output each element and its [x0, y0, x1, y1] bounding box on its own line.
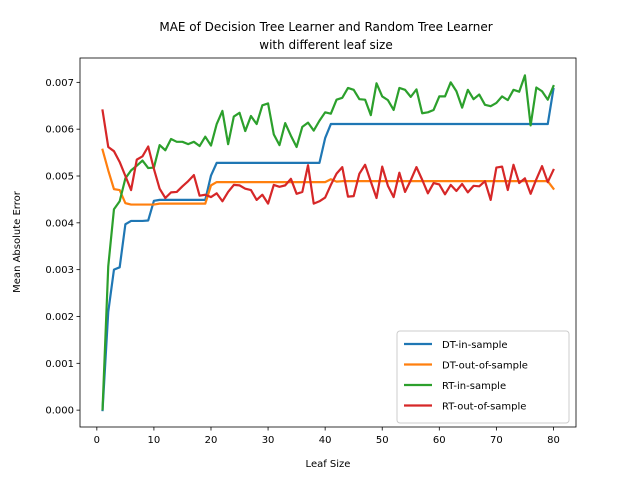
- x-tick-label: 10: [148, 435, 161, 446]
- series-layer: [101, 74, 555, 412]
- axes-layer: 0 10 20 30 40 50 60 70 80 0.000 0.001 0.002 0.003 0.0…: [45, 57, 577, 446]
- legend-label-dt-in-sample: DT-in-sample: [442, 340, 508, 351]
- y-tick-label: 0.001: [45, 359, 74, 370]
- legend-label-rt-out-of-sample: RT-out-of-sample: [442, 402, 526, 413]
- x-tick-label: 0: [94, 435, 100, 446]
- x-tick-label: 50: [376, 435, 389, 446]
- series-line-rt-in-sample: [101, 74, 555, 411]
- x-tick-label: 80: [547, 435, 560, 446]
- chart-title-line-2: with different leaf size: [259, 38, 392, 52]
- x-axis-label: Leaf Size: [306, 459, 351, 470]
- y-tick-label: 0.000: [45, 406, 74, 417]
- plot-frame: [79, 57, 577, 428]
- x-tick-label: 30: [262, 435, 275, 446]
- legend: DT-in-sample DT-out-of-sample RT-in-sample…: [396, 330, 570, 424]
- y-tick-label: 0.003: [45, 265, 74, 276]
- y-tick-label: 0.006: [45, 125, 74, 136]
- y-axis-label: Mean Absolute Error: [12, 190, 23, 293]
- series-line-dt-in-sample: [101, 87, 555, 412]
- legend-label-rt-in-sample: RT-in-sample: [442, 381, 506, 392]
- x-tick-label: 40: [319, 435, 332, 446]
- x-tick-label: 60: [433, 435, 446, 446]
- series-line-rt-out-of-sample: [101, 109, 555, 205]
- y-tick-label: 0.004: [45, 218, 74, 229]
- legend-box: [396, 330, 570, 424]
- x-tick-label: 70: [490, 435, 503, 446]
- x-tick-label: 20: [205, 435, 218, 446]
- y-tick-label: 0.005: [45, 172, 74, 183]
- legend-label-dt-out-of-sample: DT-out-of-sample: [442, 361, 528, 372]
- series-line-dt-out-of-sample: [101, 148, 555, 206]
- y-tick-label: 0.002: [45, 312, 74, 323]
- chart-title-line-1: MAE of Decision Tree Learner and Random …: [159, 20, 492, 34]
- y-tick-label: 0.007: [45, 78, 74, 89]
